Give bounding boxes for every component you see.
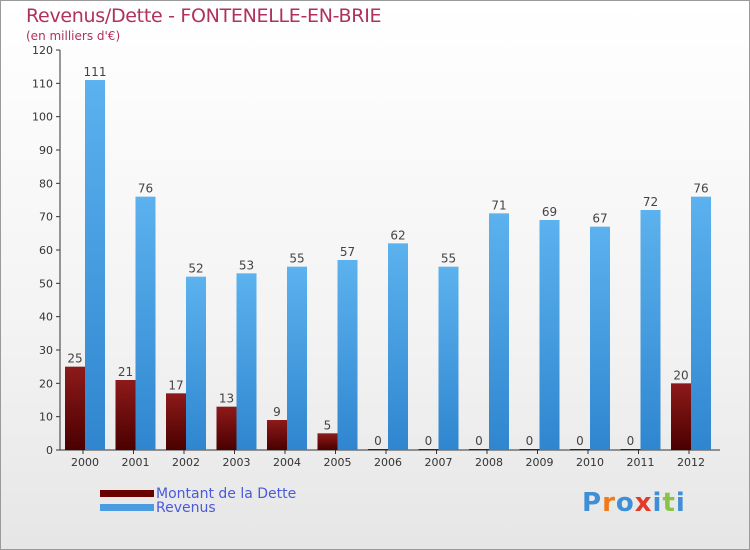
y-tick-label: 70 — [39, 211, 53, 224]
x-tick-label: 2008 — [475, 456, 503, 469]
debt-value-label: 17 — [168, 378, 183, 392]
x-tick-label: 2001 — [122, 456, 150, 469]
revenue-value-label: 62 — [390, 228, 405, 242]
debt-value-label: 0 — [425, 434, 433, 448]
debt-bar — [570, 449, 590, 450]
legend-swatch-revenue — [100, 504, 154, 511]
debt-bar — [216, 406, 237, 450]
chart-subtitle: (en milliers d'€) — [26, 29, 121, 43]
revenue-value-label: 67 — [592, 212, 607, 226]
revenue-bar — [438, 266, 459, 450]
revenue-bar — [691, 196, 711, 450]
logo-letter: r — [602, 488, 616, 518]
revenue-value-label: 76 — [138, 182, 153, 196]
revenue-bar — [590, 226, 610, 450]
revenue-bar — [539, 220, 560, 450]
debt-value-label: 9 — [273, 405, 281, 419]
y-tick-label: 60 — [39, 244, 53, 257]
debt-value-label: 0 — [576, 434, 584, 448]
x-tick-label: 2011 — [627, 456, 655, 469]
x-tick-label: 2002 — [172, 456, 200, 469]
debt-bar — [620, 449, 641, 450]
debt-value-label: 13 — [219, 392, 234, 406]
revenue-bar — [85, 80, 105, 450]
debt-bar — [418, 449, 439, 450]
y-tick-label: 110 — [32, 77, 53, 90]
revenue-bar — [287, 266, 307, 450]
debt-bar — [671, 383, 691, 450]
logo-letter: i — [652, 488, 663, 518]
legend-item-debt: Montant de la Dette — [100, 485, 297, 502]
x-tick-label: 2003 — [223, 456, 251, 469]
x-tick-label: 2006 — [374, 456, 402, 469]
revenue-value-label: 72 — [643, 195, 658, 209]
debt-value-label: 0 — [475, 434, 483, 448]
debt-bar — [317, 433, 338, 450]
logo-letter: P — [582, 488, 603, 518]
y-tick-label: 20 — [39, 377, 53, 390]
debt-bar — [469, 449, 489, 450]
debt-bar — [267, 420, 287, 450]
debt-bar — [519, 449, 540, 450]
legend-label-revenue: Revenus — [156, 499, 216, 516]
y-tick-label: 0 — [46, 444, 53, 457]
debt-bar — [115, 380, 136, 450]
revenue-bar — [236, 273, 257, 450]
revenue-bar — [135, 196, 156, 450]
debt-value-label: 5 — [324, 418, 332, 432]
logo-letter: x — [634, 488, 653, 518]
revenue-bar — [186, 276, 206, 450]
revenue-bar — [337, 260, 358, 450]
y-tick-label: 30 — [39, 344, 53, 357]
x-tick-label: 2009 — [526, 456, 554, 469]
debt-bar — [65, 366, 85, 450]
logo-letter: t — [662, 488, 676, 518]
debt-bar — [166, 393, 186, 450]
y-tick-label: 50 — [39, 277, 53, 290]
x-tick-label: 2010 — [576, 456, 604, 469]
revenue-value-label: 55 — [441, 252, 456, 266]
debt-value-label: 25 — [67, 352, 82, 366]
revenue-value-label: 57 — [340, 245, 355, 259]
debt-value-label: 21 — [118, 365, 133, 379]
logo-letter: o — [615, 488, 635, 518]
revenue-value-label: 52 — [188, 262, 203, 276]
chart-title: Revenus/Dette - FONTENELLE-EN-BRIE — [26, 5, 382, 27]
legend-item-revenue: Revenus — [100, 499, 216, 516]
y-tick-label: 80 — [39, 177, 53, 190]
revenue-bar — [388, 243, 408, 450]
revenue-bar — [489, 213, 509, 450]
x-tick-label: 2005 — [324, 456, 352, 469]
legend-label-debt: Montant de la Dette — [156, 485, 297, 502]
logo-letter: i — [675, 488, 686, 518]
x-tick-label: 2004 — [273, 456, 301, 469]
revenue-value-label: 55 — [289, 252, 304, 266]
revenue-value-label: 71 — [491, 198, 506, 212]
debt-value-label: 20 — [673, 368, 688, 382]
y-tick-label: 100 — [32, 111, 53, 124]
debt-value-label: 0 — [526, 434, 534, 448]
debt-bar — [368, 449, 388, 450]
y-tick-label: 120 — [32, 44, 53, 57]
debt-value-label: 0 — [374, 434, 382, 448]
x-tick-label: 2000 — [71, 456, 99, 469]
revenue-value-label: 53 — [239, 258, 254, 272]
revenue-value-label: 76 — [693, 182, 708, 196]
y-tick-label: 40 — [39, 311, 53, 324]
legend-swatch-debt — [100, 490, 154, 497]
debt-value-label: 0 — [627, 434, 635, 448]
y-tick-label: 10 — [39, 411, 53, 424]
revenue-value-label: 69 — [542, 205, 557, 219]
proxiti-logo: Proxiti — [582, 488, 686, 518]
revenue-value-label: 111 — [84, 65, 107, 79]
revenue-bar — [640, 210, 661, 450]
y-tick-label: 90 — [39, 144, 53, 157]
x-tick-label: 2012 — [677, 456, 705, 469]
x-tick-label: 2007 — [425, 456, 453, 469]
